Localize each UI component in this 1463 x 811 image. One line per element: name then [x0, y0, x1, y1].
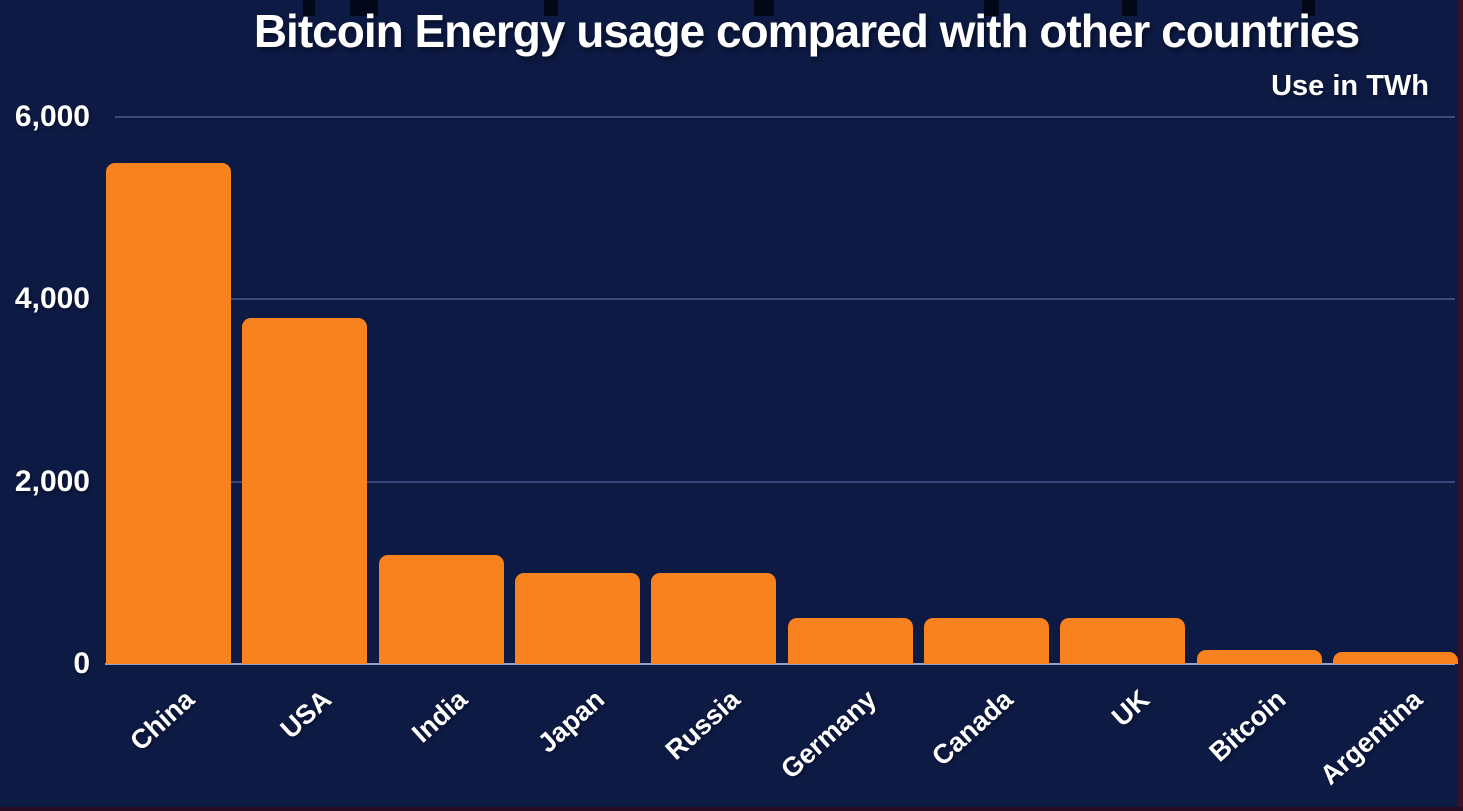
- bottom-edge-border: [0, 807, 1463, 811]
- gridline-4000: [115, 298, 1455, 301]
- x-axis-line: [105, 663, 1455, 665]
- bar-china: [106, 162, 231, 664]
- crop-artifact: [350, 0, 378, 16]
- gridline-6000: [115, 116, 1455, 118]
- bar-uk: [1060, 618, 1186, 664]
- bar-india: [378, 554, 504, 664]
- bar-bitcoin: [1196, 650, 1322, 664]
- y-axis-tick-label: 0: [73, 647, 90, 680]
- x-axis-label-uk: UK: [1105, 684, 1156, 733]
- x-axis-label-argentina: Argentina: [1314, 684, 1428, 791]
- y-axis-tick-label: 2,000: [14, 464, 90, 498]
- crop-artifact: [1122, 0, 1137, 16]
- bar-japan: [515, 572, 641, 664]
- crop-artifact: [1302, 0, 1315, 16]
- bar-russia: [651, 572, 777, 664]
- x-axis-label-canada: Canada: [926, 684, 1019, 772]
- bar-argentina: [1333, 652, 1459, 664]
- x-axis-label-china: China: [124, 684, 201, 757]
- x-axis-label-japan: Japan: [531, 684, 610, 759]
- bar-usa: [242, 317, 368, 664]
- crop-artifact: [984, 0, 999, 16]
- y-axis-tick-label: 6,000: [14, 100, 90, 133]
- x-axis-label-usa: USA: [274, 684, 337, 745]
- chart-title: Bitcoin Energy usage compared with other…: [253, 5, 1360, 57]
- right-edge-border: [1458, 0, 1463, 811]
- gridline-2000: [115, 480, 1455, 483]
- crop-artifact: [303, 0, 315, 16]
- x-axis-label-india: India: [406, 684, 474, 749]
- bar-germany: [787, 618, 913, 664]
- x-axis-label-bitcoin: Bitcoin: [1203, 684, 1292, 768]
- x-axis-label-russia: Russia: [660, 684, 746, 766]
- crop-artifact: [754, 0, 774, 16]
- y-axis-tick-label: 4,000: [14, 282, 90, 316]
- x-axis-label-germany: Germany: [775, 684, 883, 785]
- chart-subtitle: Use in TWh: [1271, 70, 1429, 102]
- crop-artifact: [544, 0, 558, 16]
- bar-canada: [924, 618, 1050, 664]
